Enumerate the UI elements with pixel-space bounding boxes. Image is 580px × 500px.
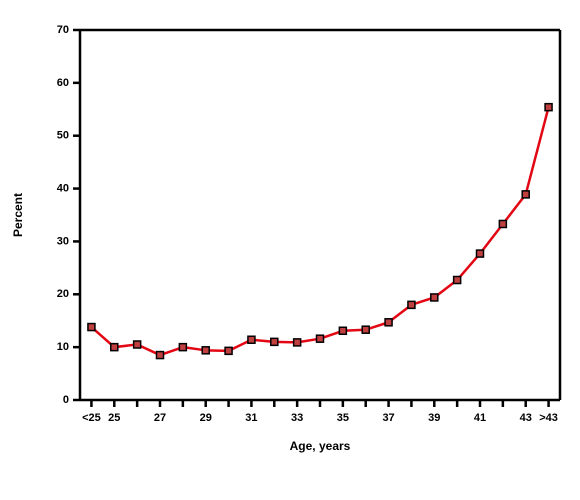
data-marker — [157, 352, 164, 359]
data-marker — [545, 104, 552, 111]
x-tick-label: 31 — [245, 412, 257, 424]
x-axis-label: Age, years — [290, 439, 351, 453]
data-marker — [179, 344, 186, 351]
data-marker — [111, 344, 118, 351]
data-marker — [339, 327, 346, 334]
y-tick-label: 40 — [57, 182, 69, 194]
y-tick-label: 70 — [57, 24, 69, 36]
line-chart: 0 10 20 30 40 50 60 70 <25 25 27 29 31 33 35 37 39 41 43 >4… — [0, 0, 580, 500]
data-marker — [134, 341, 141, 348]
y-tick-label: 60 — [57, 77, 69, 89]
x-tick-label: 39 — [428, 412, 440, 424]
data-marker — [202, 347, 209, 354]
data-marker — [431, 294, 438, 301]
x-tick-label: 27 — [154, 412, 166, 424]
y-axis-label: Percent — [11, 193, 25, 237]
y-tick-label: 50 — [57, 130, 69, 142]
data-marker — [362, 326, 369, 333]
x-tick-label: 35 — [337, 412, 349, 424]
data-marker — [317, 335, 324, 342]
data-marker — [499, 220, 506, 227]
y-tick-label: 10 — [57, 341, 69, 353]
x-tick-label: 37 — [382, 412, 394, 424]
x-tick-label: 25 — [108, 412, 120, 424]
x-tick-label: 41 — [474, 412, 486, 424]
data-marker — [454, 277, 461, 284]
y-tick-label: 0 — [63, 394, 69, 406]
x-tick-label: 43 — [520, 412, 532, 424]
x-tick-label: 29 — [200, 412, 212, 424]
data-marker — [248, 336, 255, 343]
data-marker — [522, 191, 529, 198]
data-marker — [271, 338, 278, 345]
x-tick-label: <25 — [82, 412, 101, 424]
y-tick-label: 20 — [57, 288, 69, 300]
y-tick-label: 30 — [57, 235, 69, 247]
data-marker — [477, 250, 484, 257]
data-marker — [88, 324, 95, 331]
x-tick-label: >43 — [539, 412, 558, 424]
x-tick-label: 33 — [291, 412, 303, 424]
data-marker — [408, 301, 415, 308]
chart-container: 0 10 20 30 40 50 60 70 <25 25 27 29 31 33 35 37 39 41 43 >4… — [0, 0, 580, 500]
data-marker — [294, 339, 301, 346]
data-marker — [385, 319, 392, 326]
data-marker — [225, 347, 232, 354]
